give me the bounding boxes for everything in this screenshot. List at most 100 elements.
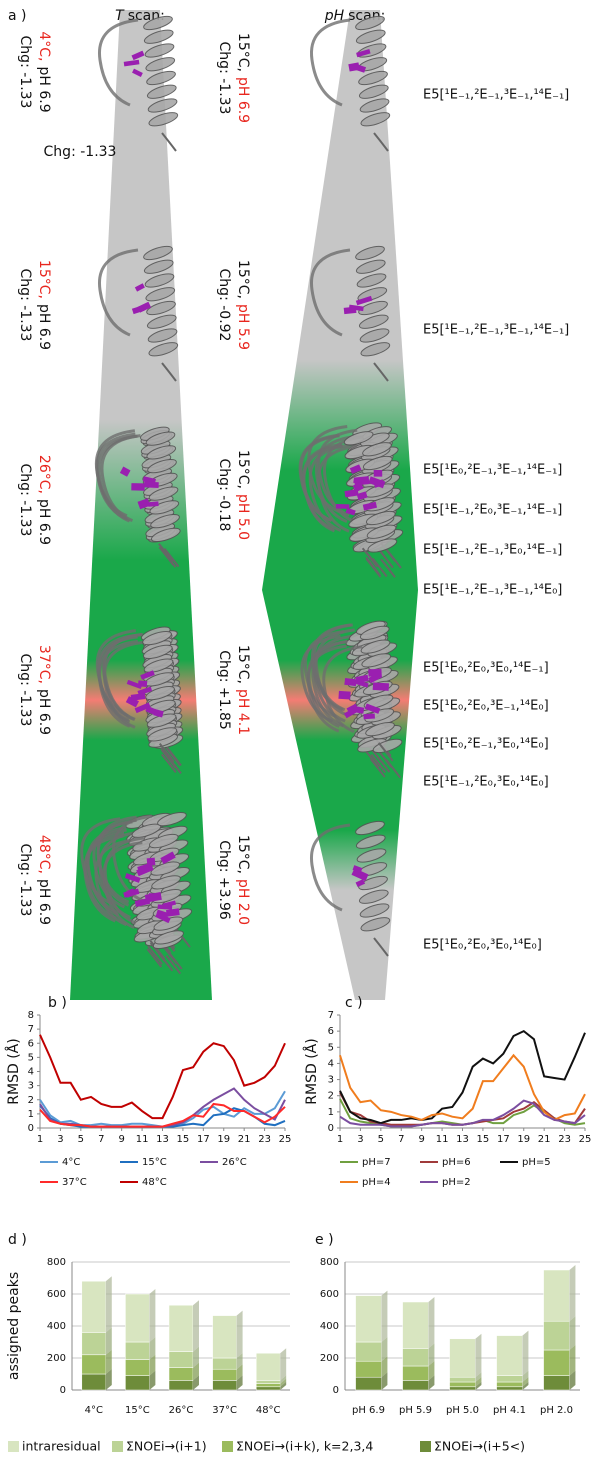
y-tick-label: 3: [28, 1081, 34, 1092]
protein-helix-turn: [355, 820, 385, 836]
state-label: E5[¹E₋₁,²E₋₁,³E₋₁,¹⁴E₀]: [423, 583, 562, 598]
temperature: 15°C,: [235, 645, 251, 684]
x-tick-label: 11: [136, 1134, 149, 1145]
temperature: 15°C,: [36, 260, 52, 299]
protein-helix-turn: [367, 538, 398, 553]
bar-segment: [402, 1365, 429, 1381]
protein-sidechain: [344, 489, 359, 498]
protein-sidechain: [355, 879, 366, 888]
x-tick-label: 15: [177, 1134, 190, 1145]
protein-helix-turn: [146, 445, 177, 460]
bar-segment: [125, 1375, 150, 1391]
charge-label: Chg: -1.33: [44, 144, 117, 160]
temperature: 4°C,: [36, 31, 52, 61]
x-tick-label: 11: [436, 1134, 449, 1145]
state-label: E5[¹E₀,²E₀,³E₋₁,¹⁴E₀]: [423, 699, 549, 714]
protein-loop: [309, 823, 351, 912]
protein-helix-turn: [361, 653, 392, 668]
protein-loop: [103, 836, 144, 925]
bar-segment: [355, 1360, 382, 1378]
protein-sidechain: [125, 696, 139, 708]
legend-swatch: [8, 1441, 19, 1452]
protein-helix-turn: [151, 875, 181, 890]
bar-segment: [212, 1380, 237, 1391]
x-tick-label: 3: [57, 1134, 63, 1145]
protein-sidechain: [156, 909, 169, 917]
bar-segment: [543, 1375, 570, 1391]
protein-helix-turn: [142, 644, 173, 659]
legend-label: ΣNOEi→(i+5<): [434, 1439, 525, 1454]
protein-helix-turn: [145, 685, 175, 701]
protein-sidechain: [346, 703, 360, 715]
condition-label: 15°C, pH 4.1: [235, 645, 251, 735]
y-tick-label: 5: [28, 1052, 34, 1063]
bar-segment: [449, 1376, 476, 1383]
bar-segment: [355, 1295, 382, 1343]
y-tick-label: 2: [328, 1091, 334, 1102]
protein-sidechain: [119, 466, 131, 477]
protein-sidechain: [155, 912, 171, 924]
protein-loop: [83, 834, 124, 923]
protein-sidechain: [338, 690, 351, 700]
bar-side: [280, 1378, 287, 1387]
protein-helix-turn: [358, 84, 389, 99]
protein-sidechain: [140, 670, 155, 680]
protein-tail: [373, 937, 389, 957]
charge-label: Chg: -1.33: [216, 42, 232, 115]
protein-structure: [298, 422, 404, 578]
condition-label: 15°C, pH 6.9: [235, 33, 251, 123]
protein-helix-turn: [145, 287, 176, 302]
protein-helix-turn: [148, 342, 179, 357]
protein-loop: [316, 444, 358, 533]
bar-segment: [543, 1320, 570, 1351]
x-tick-label: 3: [357, 1134, 363, 1145]
protein-loop: [306, 644, 347, 733]
bar-side: [381, 1356, 388, 1378]
protein-sidechain: [343, 306, 357, 315]
bar-side: [149, 1354, 156, 1376]
legend-label: pH=7: [362, 1157, 391, 1168]
y-tick-label: 7: [28, 1024, 34, 1035]
protein-tail: [163, 548, 180, 568]
y-tick-label: 6: [28, 1038, 34, 1049]
panel-label: b ): [48, 995, 67, 1011]
ph-value: pH 5.9: [235, 304, 251, 350]
condition-label: 15°C, pH 6.9: [36, 260, 52, 350]
protein-helix-turn: [359, 98, 390, 113]
protein-helix-turn: [148, 486, 179, 501]
bar-side: [475, 1377, 482, 1387]
ph-value: pH 6.9: [36, 499, 52, 545]
bar-side: [569, 1345, 576, 1376]
protein-structure: [95, 626, 184, 774]
protein-structure: [309, 15, 391, 152]
bar-side: [381, 1290, 388, 1342]
protein-sidechain: [145, 705, 161, 717]
protein-sidechain: [124, 873, 141, 883]
protein-loop: [97, 633, 138, 722]
protein-helix-turn: [360, 639, 391, 654]
protein-helix-turn: [358, 70, 388, 86]
x-tick-label: 1: [337, 1134, 343, 1145]
protein-helix-turn: [149, 500, 180, 515]
condition-label: 37°C, pH 6.9: [36, 645, 52, 735]
protein-structure: [309, 820, 391, 957]
protein-loop: [314, 628, 355, 717]
bar-side: [475, 1333, 482, 1378]
legend-label: 37°C: [62, 1177, 87, 1188]
series-line: [339, 1029, 586, 1125]
bar-segment: [255, 1352, 281, 1381]
y-tick-label: 0: [333, 1385, 339, 1396]
protein-sidechain: [368, 668, 382, 677]
series-line: [339, 1099, 586, 1128]
x-tick-label: 7: [398, 1134, 404, 1145]
protein-helix-turn: [355, 259, 386, 274]
protein-helix-turn: [145, 431, 176, 446]
charge-label: Chg: -1.33: [17, 464, 33, 537]
legend-label: 48°C: [142, 1177, 167, 1188]
temperature: 15°C,: [235, 260, 251, 299]
bar-side: [105, 1369, 112, 1390]
y-tick-label: 0: [60, 1385, 66, 1396]
legend-label: pH=6: [442, 1157, 471, 1168]
state-label: E5[¹E₋₁,²E₋₁,³E₋₁,¹⁴E₋₁]: [423, 323, 569, 338]
